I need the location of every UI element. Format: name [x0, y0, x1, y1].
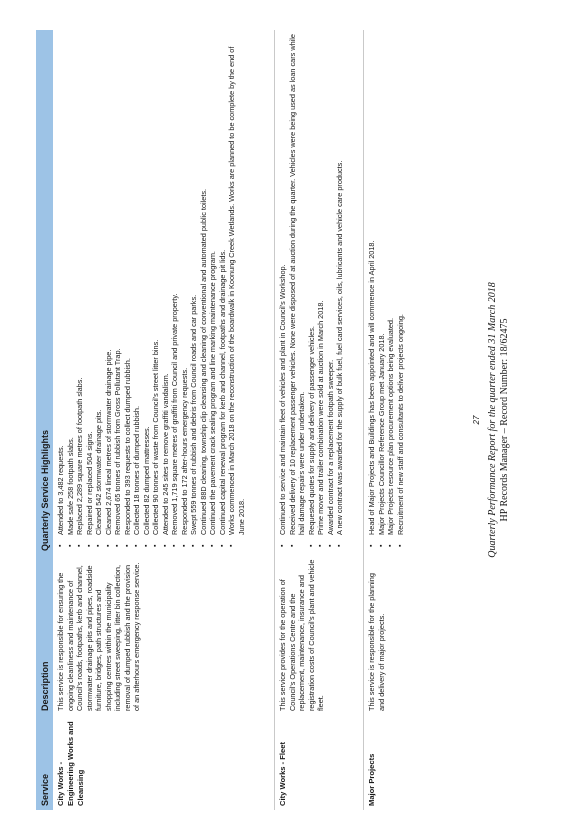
- list-item: Received delivery of 10 replacement pass…: [288, 34, 307, 541]
- list-item: Cleaned 542 stormwater drainage pits.: [94, 34, 104, 541]
- list-item: Continued capital renewal program for ke…: [218, 34, 228, 541]
- service-description: This service provides for the operation …: [274, 555, 364, 715]
- highlights-cell: Head of Major Projects and Buildings has…: [364, 30, 426, 555]
- list-item: Attended to 3,482 requests.: [56, 34, 66, 541]
- page-footer: 27 Quarterly Performance Report for the …: [472, 30, 510, 810]
- list-item: Continued to service and maintain fleet …: [278, 34, 288, 541]
- list-item: A new contract was awarded for the suppl…: [335, 34, 345, 541]
- list-item: Prime mover and trailer combination were…: [316, 34, 326, 541]
- record-number: HP Records Manager – Record Number: 18/6…: [499, 318, 510, 522]
- list-item: Head of Major Projects and Buildings has…: [367, 34, 377, 541]
- list-item: Cleaned 2,674 lineal metres of stormwate…: [104, 34, 114, 541]
- table-row: City Works - Fleet This service provides…: [274, 30, 364, 810]
- list-item: Responded to 172 after-hours emergency r…: [180, 34, 190, 541]
- list-item: Repaired or replaced 504 signs.: [85, 34, 95, 541]
- list-item: Replaced 2,289 square metres of footpath…: [75, 34, 85, 541]
- page-number: 27: [472, 415, 481, 425]
- list-item: Collected 18 tonnes of dumped rubbish.: [132, 34, 142, 541]
- list-item: Major Projects Councillor Reference Grou…: [377, 34, 387, 541]
- list-item: Made safe 258 footpath slabs.: [66, 34, 76, 541]
- service-name: Major Projects: [367, 753, 376, 806]
- list-item: Attended to 245 sites to remove graffiti…: [161, 34, 171, 541]
- service-name: City Works - Engineering Works and Clean…: [53, 715, 275, 810]
- list-item: Responded to 393 requests to collect dum…: [123, 34, 133, 541]
- table-row: City Works - Engineering Works and Clean…: [53, 30, 275, 810]
- list-item: Recruitment of new staff and consultants…: [396, 34, 406, 541]
- list-item: Awarded contract for a replacement footp…: [326, 34, 336, 541]
- list-item: Collected 82 dumped mattresses.: [142, 34, 152, 541]
- list-item: Continued the pavement crack sealing pro…: [208, 34, 218, 541]
- list-item: Major Projects resource plan procurement…: [386, 34, 396, 541]
- table-row: Major Projects This service is responsib…: [364, 30, 426, 810]
- service-name: City Works - Fleet: [274, 715, 364, 810]
- list-item: Continued 88D cleaning, township clip cl…: [199, 34, 209, 541]
- highlights-cell: Attended to 3,482 requests. Made safe 25…: [53, 30, 275, 555]
- service-description: This service is responsible for ensuring…: [53, 555, 275, 715]
- list-item: Removed 1,719 square metres of graffiti …: [170, 34, 180, 541]
- list-item: Requested quotes for supply and delivery…: [307, 34, 317, 541]
- report-title: Quarterly Performance Report for the qua…: [487, 282, 498, 558]
- service-description: This service is responsible for the plan…: [367, 573, 386, 711]
- list-item: Works commenced in March 2018 on the rec…: [227, 34, 246, 541]
- table-header-row: Service Description Quarterly Service Hi…: [36, 30, 53, 810]
- service-highlights-table: Service Description Quarterly Service Hi…: [36, 30, 425, 810]
- header-description: Description: [36, 555, 53, 715]
- highlights-list: Attended to 3,482 requests. Made safe 25…: [56, 34, 246, 551]
- highlights-list: Head of Major Projects and Buildings has…: [367, 34, 405, 551]
- list-item: Swept 559 tonnes of rubbish and debris f…: [189, 34, 199, 541]
- highlights-cell: Continued to service and maintain fleet …: [274, 30, 364, 555]
- header-service: Service: [36, 715, 53, 810]
- rotated-page: Service Description Quarterly Service Hi…: [36, 30, 556, 810]
- list-item: Collected 90 tonnes of waste from Counci…: [151, 34, 161, 541]
- list-item: Removed 65 tonnes of rubbish from Gross …: [113, 34, 123, 541]
- header-highlights: Quarterly Service Highlights: [36, 30, 53, 555]
- highlights-list: Continued to service and maintain fleet …: [278, 34, 345, 551]
